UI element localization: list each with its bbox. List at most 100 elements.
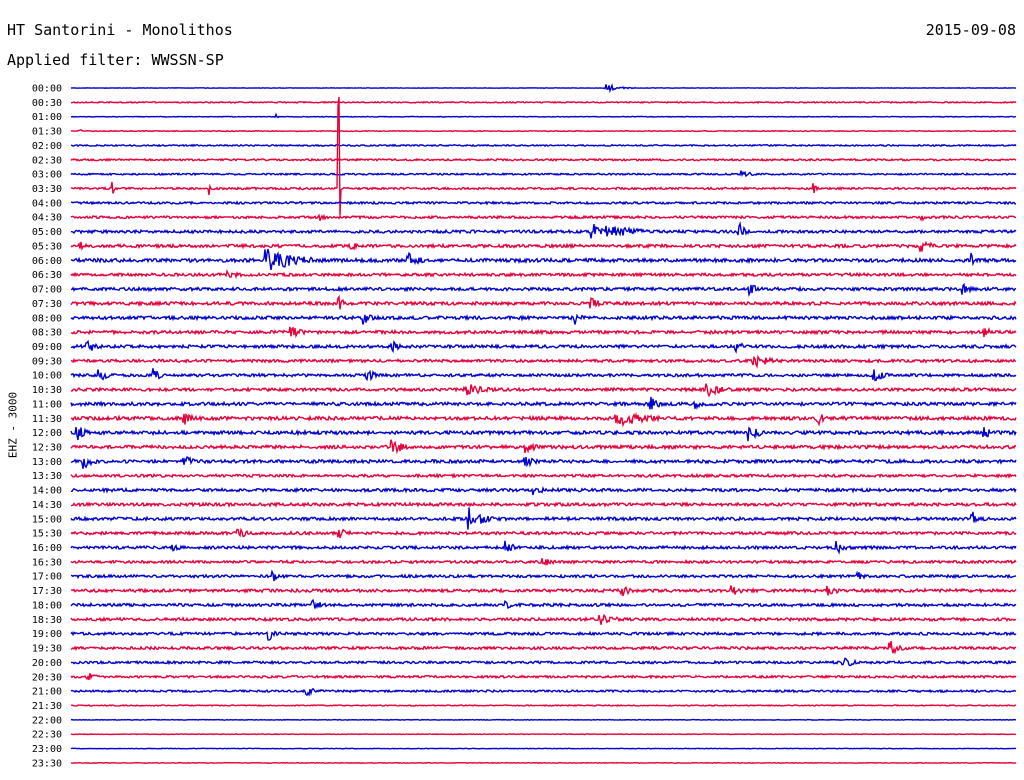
trace-line — [70, 326, 1017, 339]
trace-line — [70, 558, 1017, 566]
trace-line — [71, 412, 1017, 428]
trace-line — [70, 339, 1017, 354]
row-time-label: 07:30 — [32, 299, 62, 310]
row-time-label: 04:00 — [32, 198, 62, 209]
trace-line — [70, 733, 1017, 736]
trace-line — [70, 426, 1017, 442]
trace-line — [70, 248, 1017, 270]
trace-line — [70, 240, 1017, 252]
row-time-label: 10:30 — [32, 385, 62, 396]
trace-line — [70, 157, 1017, 162]
row-time-label: 09:00 — [32, 342, 62, 353]
trace-line — [70, 83, 1017, 94]
trace-line — [70, 100, 1017, 104]
trace-line — [70, 485, 1017, 496]
trace-line — [70, 704, 1017, 707]
trace-line — [70, 200, 1017, 206]
trace-line — [70, 598, 1017, 610]
trace-line — [70, 585, 1017, 597]
row-time-label: 16:30 — [32, 557, 62, 568]
trace-line — [70, 472, 1017, 479]
row-time-label: 15:00 — [32, 514, 62, 525]
trace-line — [70, 170, 1017, 178]
row-time-label: 12:30 — [32, 443, 62, 454]
trace-line — [70, 640, 1017, 655]
trace-line — [70, 540, 1017, 555]
trace-line — [70, 630, 1017, 641]
row-time-label: 02:30 — [32, 155, 62, 166]
trace-line — [70, 221, 1017, 239]
row-time-label: 10:00 — [32, 371, 62, 382]
row-time-label: 20:00 — [32, 658, 62, 669]
row-time-label: 19:30 — [32, 644, 62, 655]
row-time-label: 05:00 — [32, 227, 62, 238]
trace-line — [70, 96, 1017, 216]
trace-line — [70, 687, 1017, 697]
row-time-label: 22:00 — [32, 715, 62, 726]
trace-line — [70, 396, 1017, 410]
row-time-label: 14:00 — [32, 486, 62, 497]
trace-line — [70, 673, 1017, 681]
trace-line — [70, 143, 1017, 148]
row-time-label: 18:00 — [32, 600, 62, 611]
trace-line — [71, 112, 1017, 119]
trace-line — [70, 294, 1017, 310]
filter-label: Applied filter: WWSSN-SP — [7, 51, 224, 69]
row-time-label: 06:30 — [32, 270, 62, 281]
row-time-label: 00:00 — [32, 84, 62, 95]
row-time-label: 19:00 — [32, 629, 62, 640]
row-time-label: 01:30 — [32, 127, 62, 138]
row-time-label: 08:30 — [32, 328, 62, 339]
trace-line — [70, 439, 1017, 455]
row-time-label: 02:00 — [32, 141, 62, 152]
row-time-label: 07:00 — [32, 285, 62, 296]
row-time-label: 20:30 — [32, 672, 62, 683]
row-time-label: 11:30 — [32, 414, 62, 425]
trace-line — [70, 718, 1017, 721]
trace-line — [70, 282, 1017, 298]
row-time-label: 11:00 — [32, 399, 62, 410]
trace-line — [70, 213, 1017, 222]
row-time-label: 22:30 — [32, 730, 62, 741]
row-time-label: 14:30 — [32, 500, 62, 511]
trace-line — [70, 128, 1017, 133]
row-time-label: 18:30 — [32, 615, 62, 626]
trace-line — [70, 383, 1017, 398]
row-time-label: 16:00 — [32, 543, 62, 554]
trace-line — [70, 657, 1017, 667]
row-time-label: 05:30 — [32, 241, 62, 252]
trace-line — [70, 747, 1017, 750]
trace-line — [70, 501, 1017, 508]
row-time-label: 03:30 — [32, 184, 62, 195]
row-time-label: 08:00 — [32, 313, 62, 324]
row-time-label: 03:00 — [32, 170, 62, 181]
row-time-label: 15:30 — [32, 529, 62, 540]
trace-line — [70, 527, 1017, 539]
trace-line — [70, 268, 1017, 280]
trace-line — [70, 456, 1017, 469]
row-time-label: 21:00 — [32, 687, 62, 698]
row-time-label: 17:30 — [32, 586, 62, 597]
row-time-label: 09:30 — [32, 356, 62, 367]
row-time-label: 12:00 — [32, 428, 62, 439]
row-time-label: 21:30 — [32, 701, 62, 712]
row-time-label: 13:00 — [32, 457, 62, 468]
row-time-label: 17:00 — [32, 572, 62, 583]
trace-line — [70, 507, 1017, 530]
trace-line — [70, 313, 1017, 325]
row-time-label: 23:00 — [32, 744, 62, 755]
trace-line — [71, 761, 1017, 765]
trace-line — [70, 569, 1017, 582]
trace-line — [70, 368, 1017, 382]
station-title: HT Santorini - Monolithos — [7, 21, 233, 39]
row-time-label: 06:00 — [32, 256, 62, 267]
trace-line — [70, 613, 1017, 625]
row-time-label: 01:00 — [32, 112, 62, 123]
record-date: 2015-09-08 — [925, 21, 1016, 39]
row-time-label: 04:30 — [32, 213, 62, 224]
row-time-label: 00:30 — [32, 98, 62, 109]
row-time-label: 23:30 — [32, 758, 62, 769]
row-time-label: 13:30 — [32, 471, 62, 482]
trace-line — [70, 354, 1017, 369]
